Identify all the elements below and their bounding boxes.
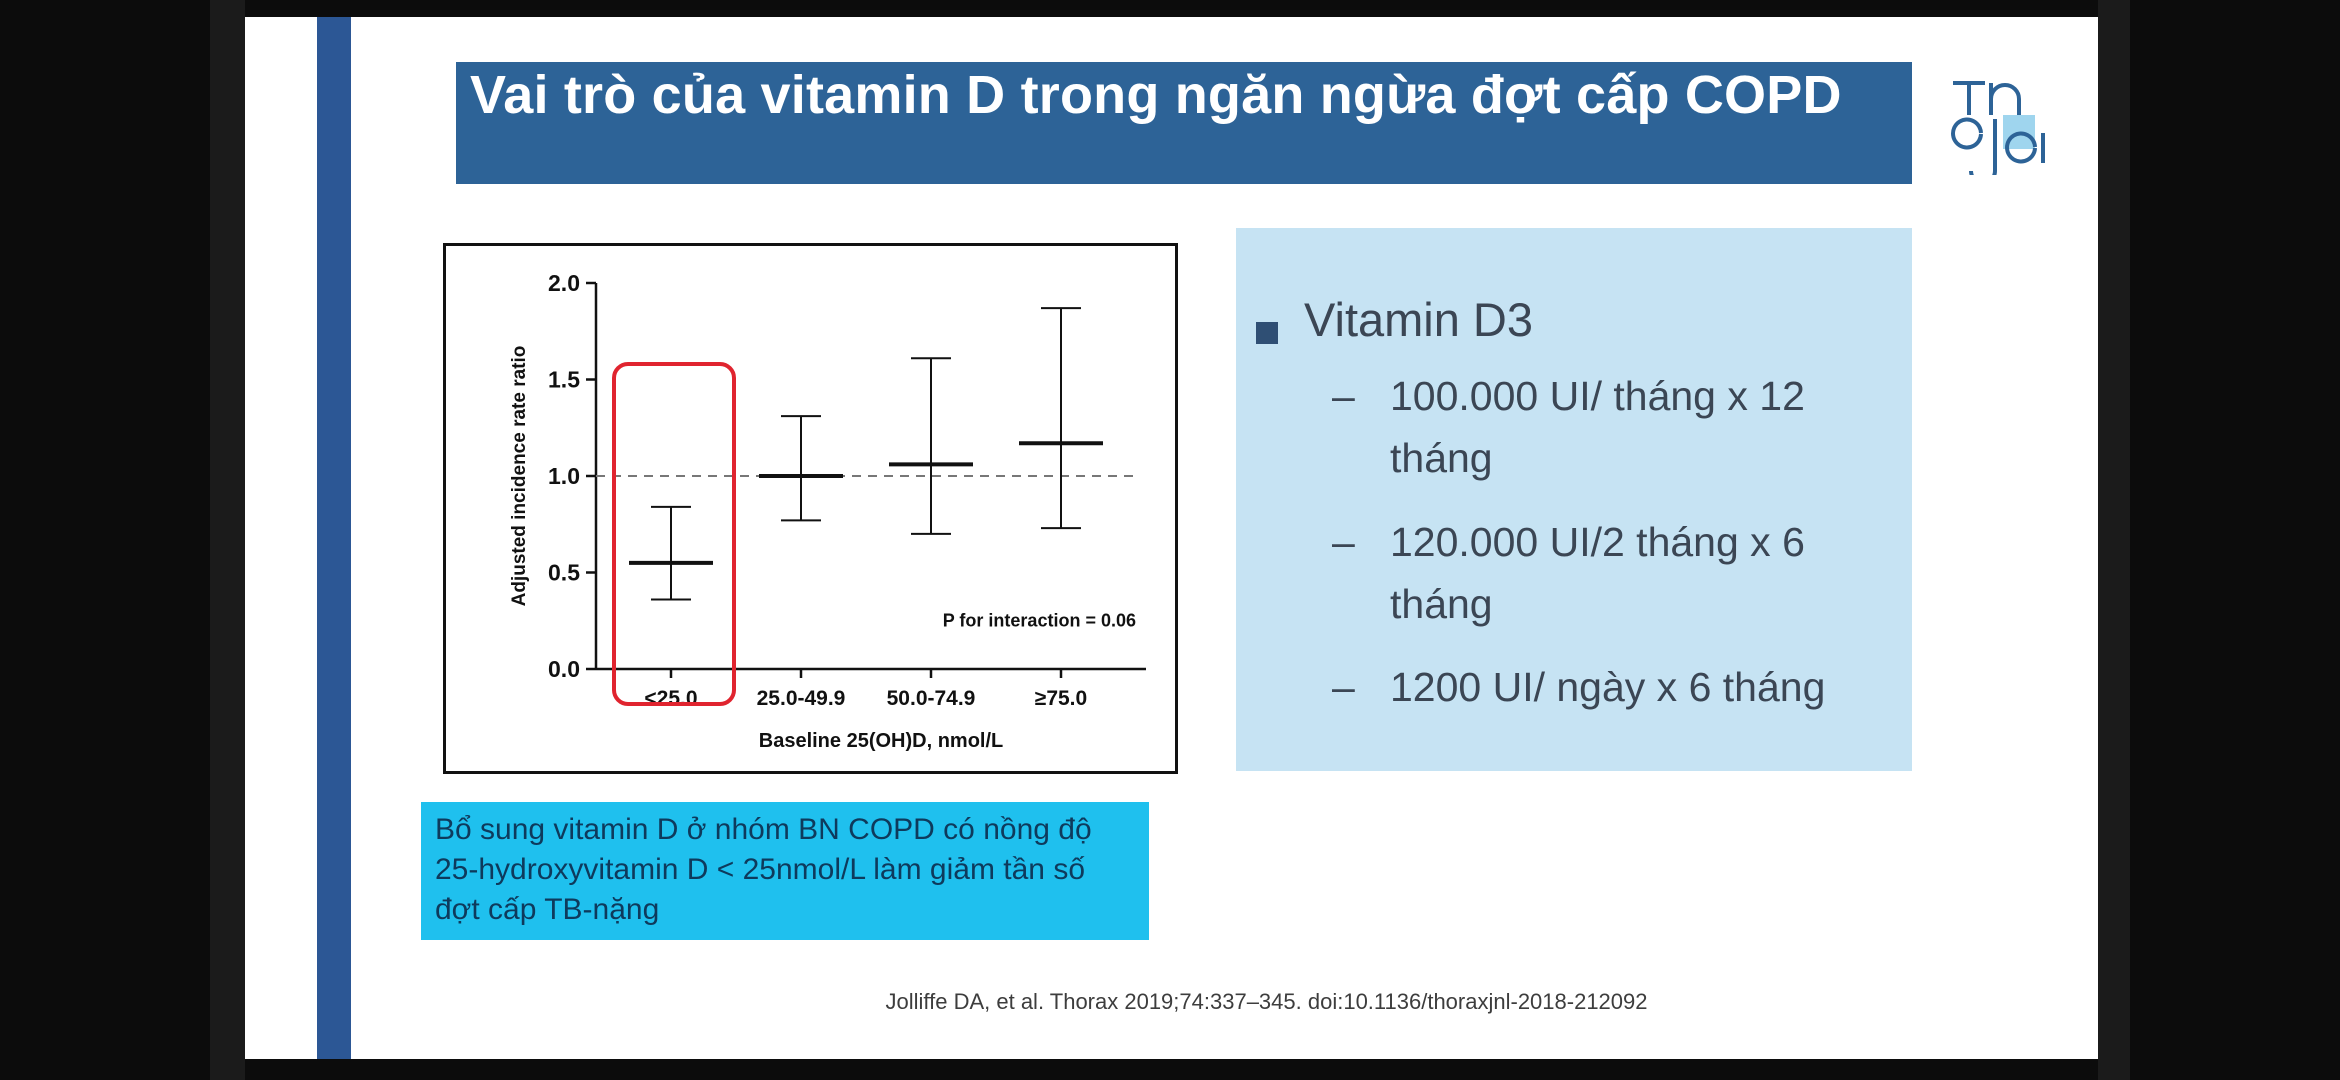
chart-axes: [586, 281, 1146, 678]
chart-marks: [629, 307, 1103, 601]
error-bar-group: [1019, 307, 1103, 530]
y-tick-label: 0.5: [548, 560, 580, 586]
bullet-heading: Vitamin D3: [1304, 293, 1534, 346]
conclusion-note: Bổ sung vitamin D ở nhóm BN COPD có nồng…: [421, 802, 1149, 940]
x-tick-label: 25.0-49.9: [757, 687, 846, 710]
dose-text: 120.000 UI/2 tháng x 6 tháng: [1390, 519, 1805, 627]
x-axis-label: Baseline 25(OH)D, nmol/L: [759, 730, 1004, 752]
x-tick-label: ≥75.0: [1035, 687, 1087, 710]
presentation-slide: Vai trò của vitamin D trong ngăn ngừa đợ…: [245, 17, 2098, 1059]
dose-text: 1200 UI/ ngày x 6 tháng: [1390, 664, 1826, 710]
y-tick-label: 2.0: [548, 270, 580, 296]
tgh-logo-icon: [1951, 81, 2045, 175]
dash-bullet: –: [1332, 519, 1355, 565]
screen-gutter-left: [210, 0, 245, 1080]
dash-bullet: –: [1332, 664, 1355, 710]
y-tick-label: 0.0: [548, 656, 580, 682]
highlight-box: [612, 362, 736, 706]
slide-side-stripe: [317, 17, 351, 1059]
error-bar-group: [889, 357, 973, 535]
bullet-panel: Vitamin D3 – 100.000 UI/ tháng x 12 thán…: [1236, 228, 1912, 771]
dash-bullet: –: [1332, 373, 1355, 419]
title-bar: Vai trò của vitamin D trong ngăn ngừa đợ…: [456, 62, 1912, 184]
dose-text: 100.000 UI/ tháng x 12 tháng: [1390, 373, 1805, 481]
y-tick-label: 1.0: [548, 463, 580, 489]
forest-plot: 0.0 0.5 1.0 1.5 2.0 <25.0 25.0-49.9 50.0-74.9 ≥7…: [509, 270, 1146, 752]
tick-labels: 0.0 0.5 1.0 1.5 2.0 <25.0 25.0-49.9 50.0-74.9 ≥7…: [548, 270, 1087, 710]
chart-frame: 0.0 0.5 1.0 1.5 2.0 <25.0 25.0-49.9 50.0-74.9 ≥7…: [443, 243, 1178, 774]
x-tick-label: <25.0: [644, 687, 697, 710]
x-tick-label: 50.0-74.9: [887, 687, 976, 710]
error-bar-group: [629, 505, 713, 601]
y-axis-label: Adjusted incidence rate ratio: [509, 346, 530, 607]
square-bullet-icon: [1256, 322, 1278, 344]
error-bar-group: [759, 415, 843, 522]
y-tick-label: 1.5: [548, 367, 580, 393]
p-interaction-annotation: P for interaction = 0.06: [943, 611, 1136, 631]
slide-title: Vai trò của vitamin D trong ngăn ngừa đợ…: [470, 65, 1842, 125]
citation: Jolliffe DA, et al. Thorax 2019;74:337–3…: [885, 989, 1648, 1014]
screen-gutter-right: [2098, 0, 2130, 1080]
